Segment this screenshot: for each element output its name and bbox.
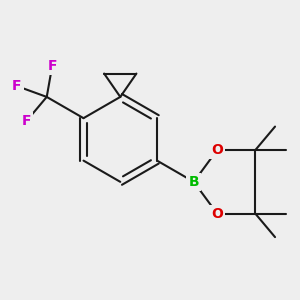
Text: F: F: [22, 114, 31, 128]
Text: F: F: [12, 79, 22, 93]
Text: O: O: [211, 143, 223, 157]
Text: B: B: [188, 175, 199, 189]
Text: O: O: [211, 207, 223, 221]
Text: F: F: [47, 58, 57, 73]
